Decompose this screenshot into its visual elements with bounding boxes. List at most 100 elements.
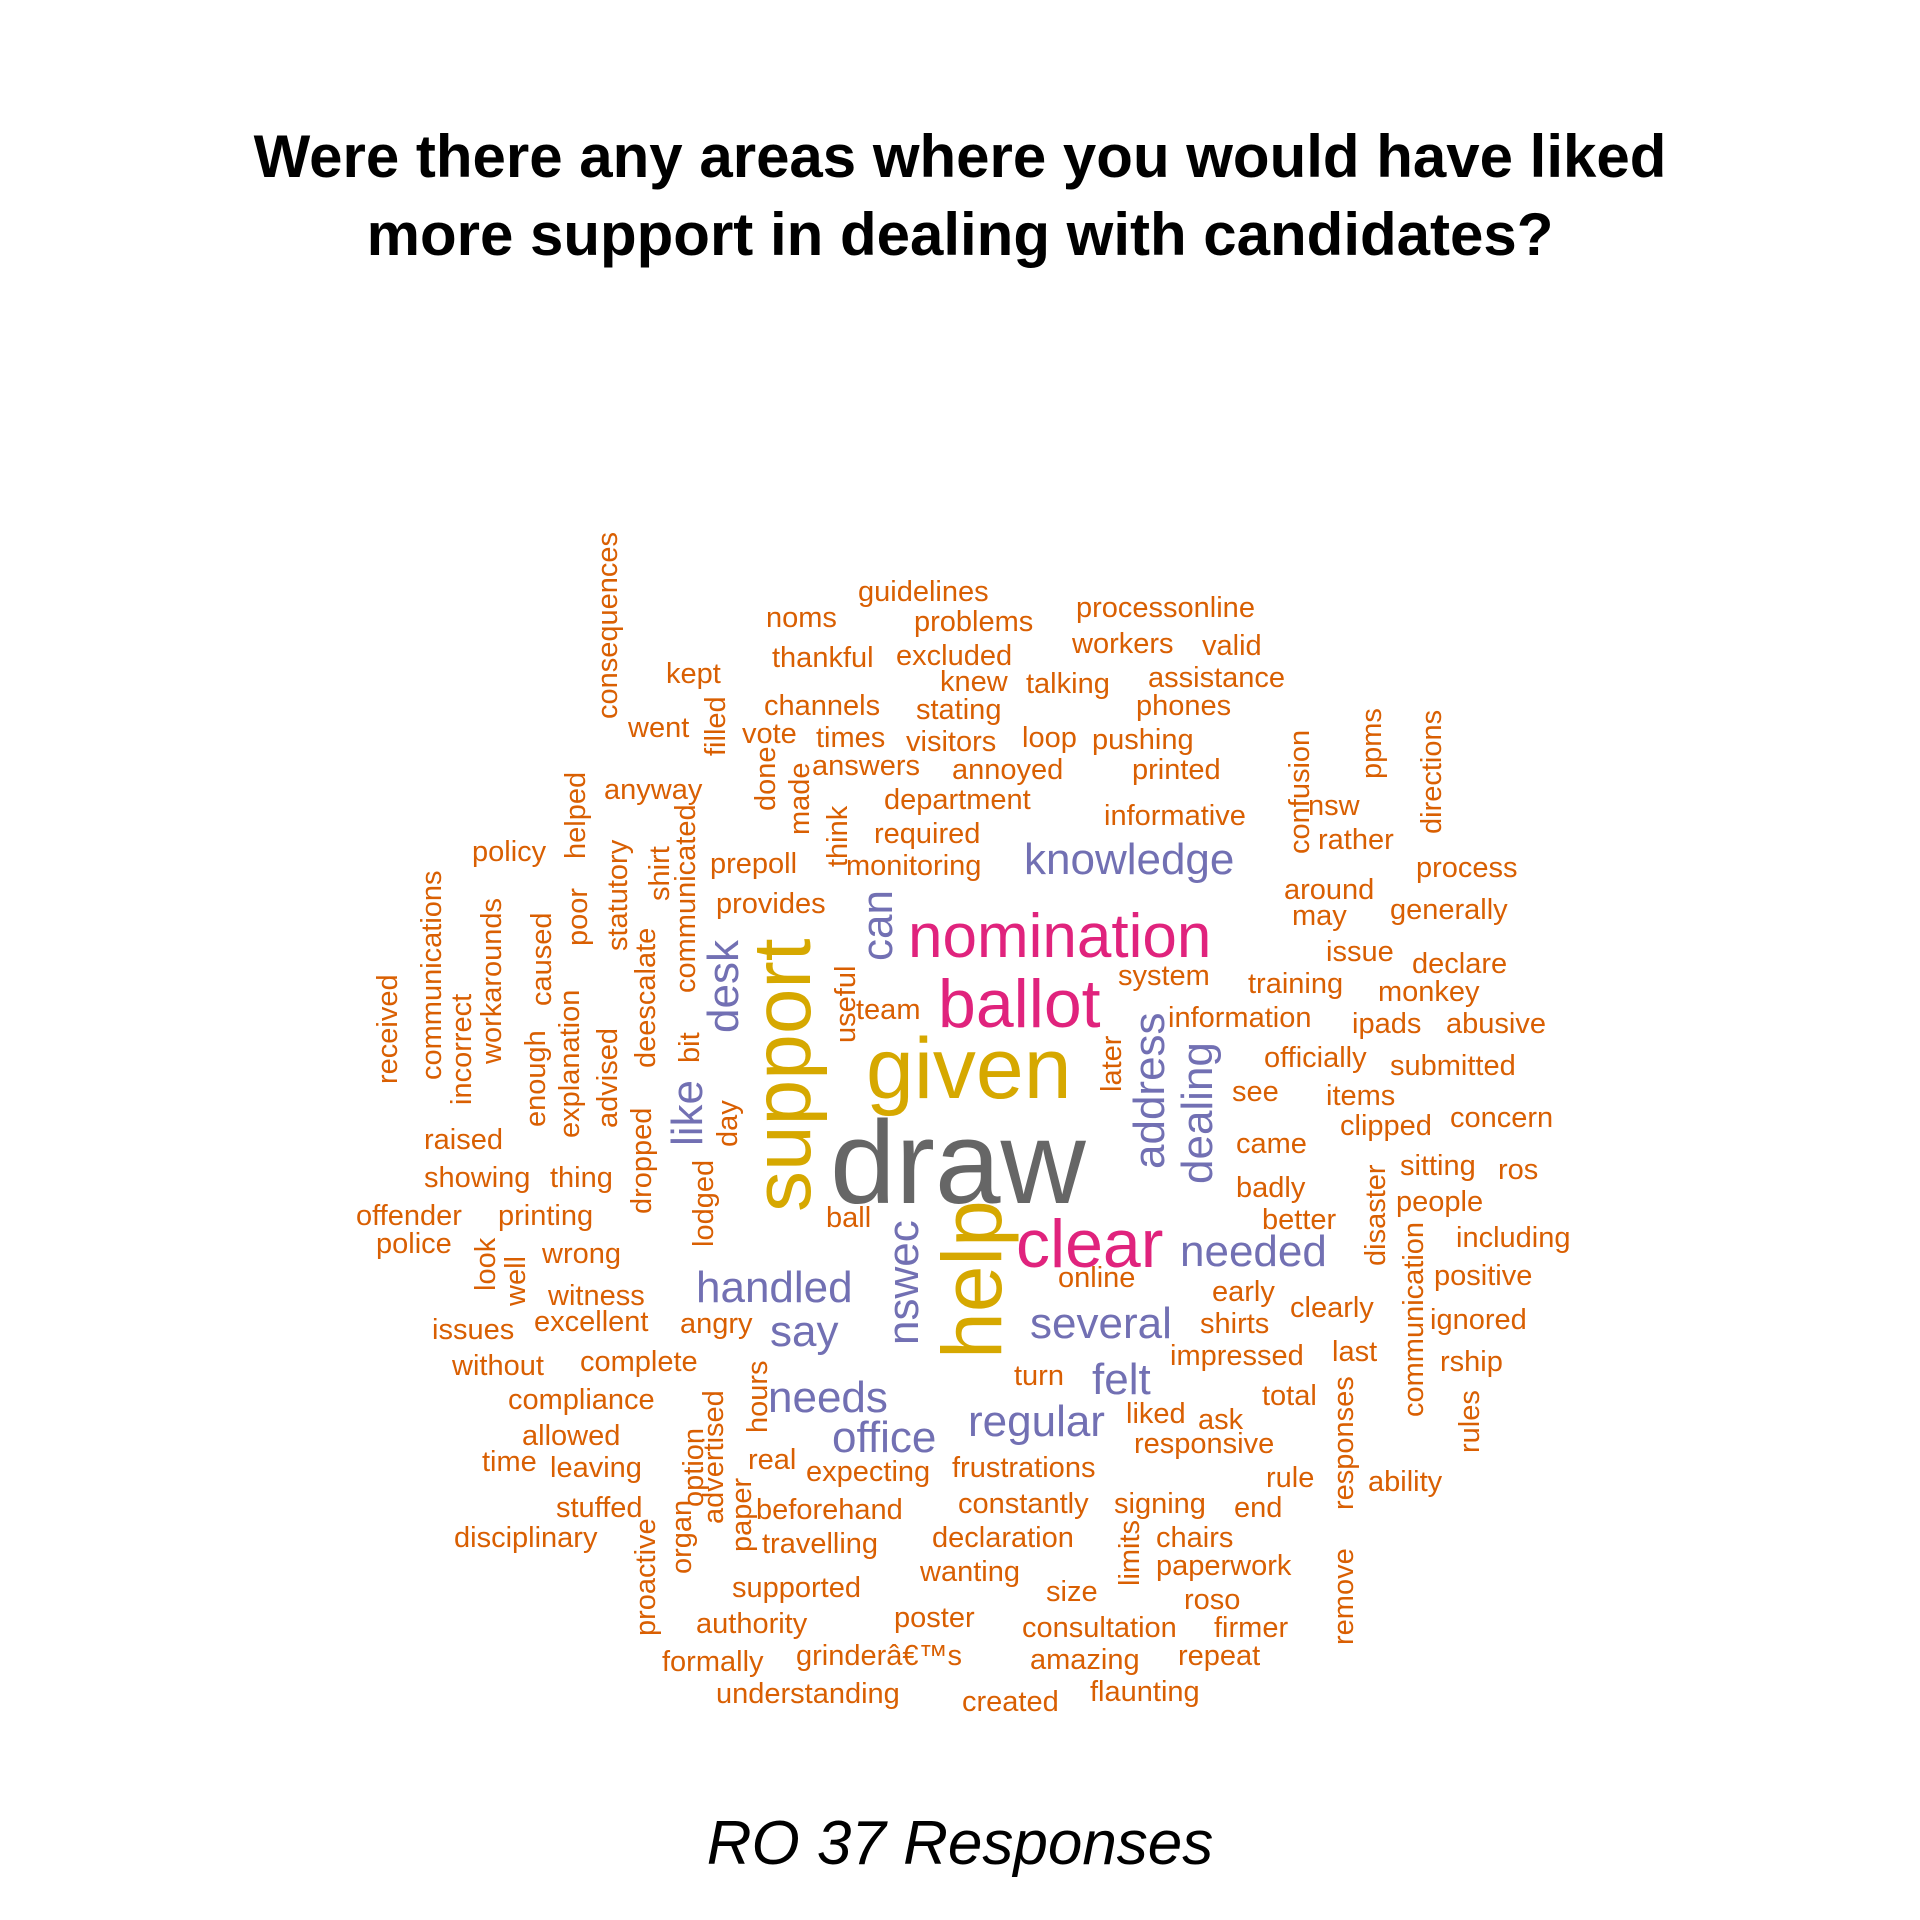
cloud-word: travelling (762, 1528, 879, 1560)
cloud-word: answers (812, 750, 920, 782)
cloud-word: liked (1126, 1398, 1186, 1430)
cloud-word: expecting (806, 1456, 931, 1488)
cloud-word: directions (1416, 709, 1448, 834)
cloud-word: authority (696, 1608, 808, 1640)
cloud-word: bit (674, 1032, 706, 1063)
cloud-word: monkey (1378, 976, 1480, 1008)
cloud-word: consequences (592, 531, 624, 719)
cloud-word: repeat (1178, 1640, 1261, 1672)
cloud-word: may (1292, 900, 1347, 932)
cloud-word: allowed (522, 1420, 621, 1452)
cloud-word: online (1058, 1262, 1136, 1294)
cloud-word: ignored (1430, 1304, 1527, 1336)
cloud-word: made (784, 762, 816, 835)
cloud-word: raised (424, 1124, 503, 1156)
cloud-word: like (663, 1079, 712, 1146)
cloud-word: communicated (670, 804, 702, 993)
cloud-word: rules (1454, 1390, 1486, 1453)
cloud-word: deescalate (630, 927, 662, 1068)
cloud-word: office (832, 1413, 937, 1462)
cloud-word: clear (1016, 1206, 1164, 1282)
cloud-word: chairs (1156, 1522, 1234, 1554)
cloud-word: look (470, 1237, 502, 1291)
cloud-word: complete (580, 1346, 698, 1378)
cloud-word: training (1248, 968, 1344, 1000)
cloud-word: printing (498, 1200, 594, 1232)
cloud-word: vote (742, 718, 797, 750)
cloud-word: stating (916, 694, 1002, 726)
cloud-word: wanting (920, 1556, 1020, 1588)
cloud-word: later (1096, 1035, 1128, 1092)
cloud-word: workarounds (476, 897, 508, 1064)
cloud-word: knew (940, 666, 1008, 698)
cloud-word: option (678, 1427, 710, 1507)
cloud-word: officially (1264, 1042, 1367, 1074)
cloud-word: handled (696, 1263, 853, 1312)
cloud-word: problems (914, 606, 1034, 638)
cloud-word: positive (1434, 1260, 1533, 1292)
cloud-word: several (1030, 1299, 1172, 1348)
cloud-word: supported (732, 1572, 861, 1604)
cloud-word: well (500, 1256, 532, 1306)
cloud-word: showing (424, 1162, 531, 1194)
title-line-2: more support in dealing with candidates? (366, 201, 1554, 268)
cloud-word: system (1118, 960, 1210, 992)
cloud-word: end (1234, 1492, 1283, 1524)
cloud-word: responses (1328, 1376, 1360, 1510)
cloud-word: caused (526, 912, 558, 1006)
cloud-word: ballot (938, 966, 1101, 1042)
cloud-word: enough (520, 1030, 552, 1127)
cloud-word: policy (472, 836, 547, 868)
cloud-word: total (1262, 1380, 1317, 1412)
cloud-word: dealing (1173, 1042, 1222, 1184)
cloud-word: real (748, 1444, 797, 1476)
cloud-word: poor (562, 887, 594, 946)
cloud-word: times (816, 722, 886, 754)
cloud-word: required (874, 818, 981, 850)
cloud-word: printed (1132, 754, 1221, 786)
cloud-word: angry (680, 1308, 753, 1340)
cloud-word: witness (548, 1280, 645, 1312)
cloud-word: ability (1368, 1466, 1443, 1498)
cloud-word: thankful (772, 642, 874, 674)
cloud-word: paper (726, 1477, 758, 1552)
cloud-word: loop (1022, 722, 1077, 754)
cloud-word: monitoring (846, 850, 982, 882)
cloud-word: given (866, 1021, 1072, 1117)
cloud-word: processonline (1076, 592, 1255, 624)
cloud-word: filled (700, 696, 732, 756)
cloud-word: generally (1390, 894, 1508, 926)
cloud-word: sitting (1400, 1150, 1476, 1182)
cloud-word: disciplinary (454, 1522, 598, 1554)
cloud-word: turn (1014, 1360, 1064, 1392)
cloud-word: thing (550, 1162, 613, 1194)
cloud-word: understanding (716, 1678, 900, 1710)
cloud-word: compliance (508, 1384, 655, 1416)
cloud-word: provides (716, 888, 826, 920)
cloud-word: visitors (906, 726, 997, 758)
cloud-word: support (737, 938, 828, 1212)
cloud-word: offender (356, 1200, 462, 1232)
cloud-word: valid (1202, 630, 1262, 662)
cloud-word: without (452, 1350, 544, 1382)
cloud-word: felt (1092, 1355, 1151, 1404)
cloud-word: proactive (630, 1518, 662, 1636)
cloud-word: organ (666, 1499, 698, 1574)
cloud-word: assistance (1148, 662, 1286, 694)
cloud-word: responsive (1134, 1428, 1275, 1460)
cloud-word: around (1284, 874, 1375, 906)
cloud-word: poster (894, 1602, 975, 1634)
cloud-word: leaving (550, 1452, 642, 1484)
cloud-word: better (1262, 1204, 1337, 1236)
cloud-word: confusion (1284, 729, 1316, 854)
cloud-word: dropped (626, 1107, 658, 1214)
cloud-word: helped (560, 771, 592, 859)
cloud-word: department (884, 784, 1031, 816)
cloud-word: firmer (1214, 1612, 1289, 1644)
cloud-word: rship (1440, 1346, 1503, 1378)
cloud-word: issue (1326, 936, 1394, 968)
cloud-word: guidelines (858, 576, 989, 608)
cloud-word: talking (1026, 668, 1110, 700)
cloud-word: phones (1136, 690, 1232, 722)
